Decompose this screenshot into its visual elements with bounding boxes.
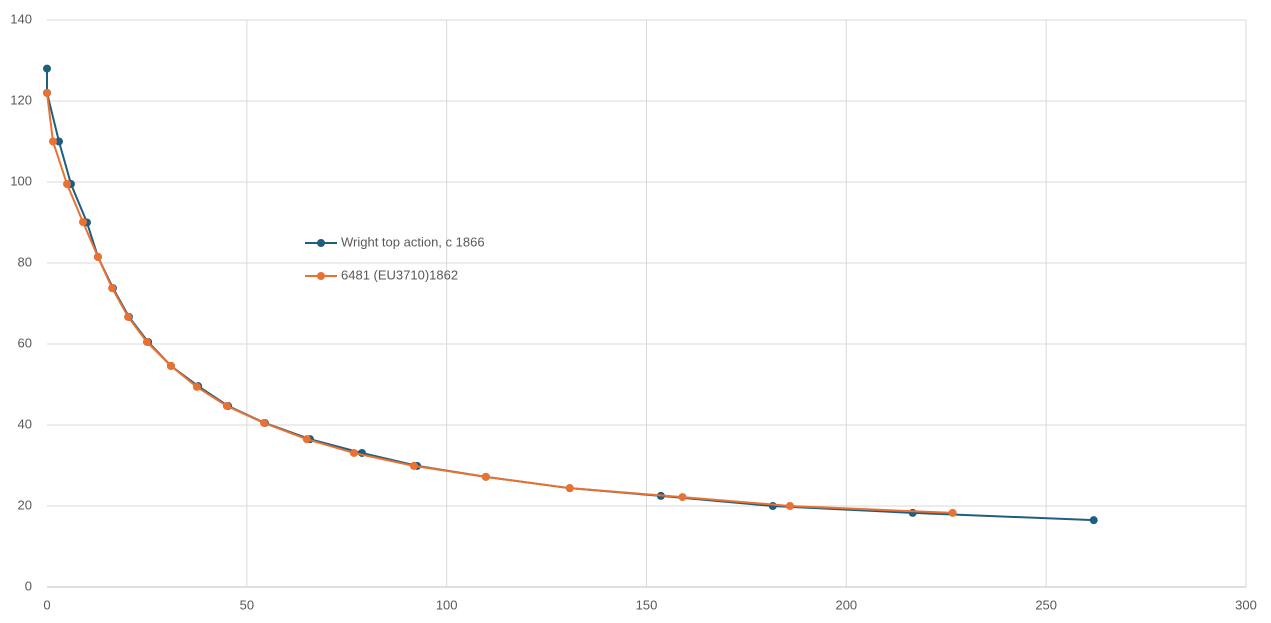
- data-point: [124, 312, 133, 321]
- y-tick-label: 60: [18, 335, 32, 350]
- x-tick-label: 300: [1235, 597, 1257, 612]
- data-point: [62, 180, 71, 189]
- data-point: [78, 218, 87, 227]
- data-point: [565, 484, 574, 493]
- data-point: [768, 502, 777, 510]
- data-point: [948, 508, 957, 517]
- data-point: [93, 252, 102, 261]
- legend-label: 6481 (EU3710)1862: [341, 267, 458, 282]
- y-tick-label: 140: [10, 11, 32, 26]
- y-tick-label: 100: [10, 173, 32, 188]
- data-point: [678, 493, 687, 502]
- data-point: [192, 382, 201, 391]
- x-tick-label: 200: [835, 597, 857, 612]
- x-tick-label: 150: [636, 597, 658, 612]
- y-tick-label: 40: [18, 416, 32, 431]
- data-point: [481, 472, 490, 481]
- x-tick-label: 0: [43, 597, 50, 612]
- legend-marker: [317, 272, 325, 280]
- x-tick-label: 250: [1035, 597, 1057, 612]
- legend-label: Wright top action, c 1866: [341, 234, 485, 249]
- series-line: [46, 92, 953, 514]
- data-point: [260, 418, 269, 427]
- data-point: [349, 448, 358, 457]
- data-point: [142, 337, 151, 346]
- data-point: [166, 361, 175, 370]
- data-point: [54, 137, 63, 146]
- data-point: [785, 502, 794, 510]
- x-tick-label: 50: [240, 597, 254, 612]
- y-tick-label: 0: [25, 578, 32, 593]
- data-point: [43, 64, 51, 73]
- data-point: [222, 401, 231, 410]
- data-point: [302, 435, 311, 444]
- data-point: [1089, 516, 1098, 525]
- y-tick-label: 120: [10, 92, 32, 107]
- legend-marker: [317, 239, 325, 247]
- series-line: [46, 68, 1094, 522]
- y-tick-label: 80: [18, 254, 32, 269]
- data-point: [43, 88, 51, 97]
- y-tick-label: 20: [18, 497, 32, 512]
- data-point: [409, 461, 418, 470]
- data-point: [48, 137, 57, 146]
- x-tick-label: 100: [436, 597, 458, 612]
- data-point: [108, 284, 117, 293]
